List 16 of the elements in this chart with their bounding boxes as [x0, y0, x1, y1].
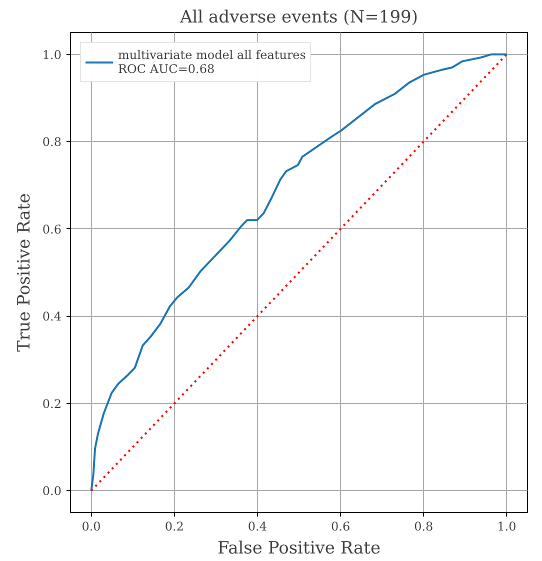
y-tick-label: 0.8: [42, 135, 62, 150]
x-tick-label: 0.0: [82, 520, 101, 534]
x-tick-label: 0.4: [248, 520, 268, 534]
x-axis-title: False Positive Rate: [217, 538, 381, 558]
y-tick-label: 0.6: [42, 222, 62, 236]
x-tick-label: 0.6: [331, 520, 350, 534]
x-tick-label: 1.0: [497, 520, 516, 534]
legend-label: multivariate model all features ROC AUC=0.68: [118, 47, 306, 77]
x-tick-label: 0.2: [164, 520, 184, 534]
x-tick-label: 0.8: [414, 520, 434, 534]
y-tick-label: 1.0: [42, 48, 62, 62]
y-tick-label: 0.0: [42, 484, 62, 498]
y-axis-title: True Positive Rate: [14, 193, 34, 352]
y-tick-label: 0.4: [42, 310, 62, 324]
chart-title: All adverse events (N=199): [178, 8, 418, 28]
y-tick-label: 0.2: [42, 396, 62, 411]
